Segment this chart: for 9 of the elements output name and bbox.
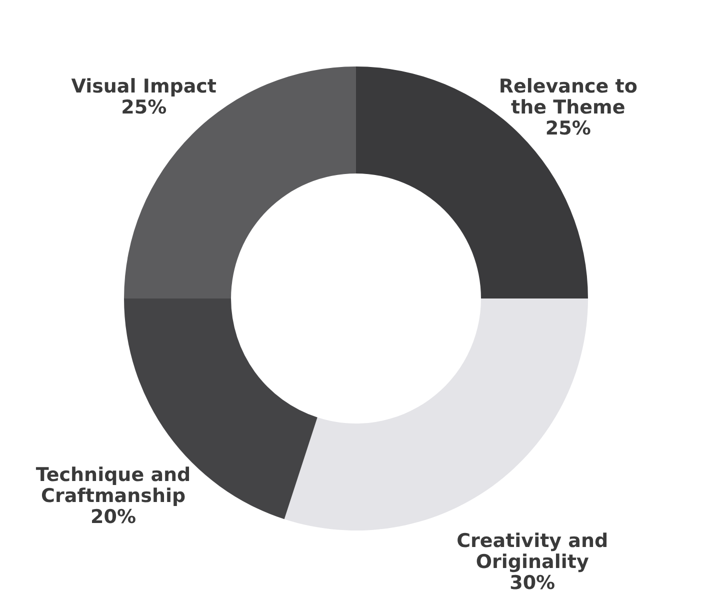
donut-slice [284,298,588,530]
slice-label: Visual Impact [71,75,217,98]
slice-label: Relevance to the Theme [498,75,638,118]
data-label: 25% [545,117,591,140]
data-label: 25% [121,96,167,118]
data-label: 20% [90,506,136,528]
slice-label: Creativity and Originality [456,530,608,574]
slice-label: Technique and Craftmanship [36,464,191,507]
data-label: 30% [510,572,556,594]
